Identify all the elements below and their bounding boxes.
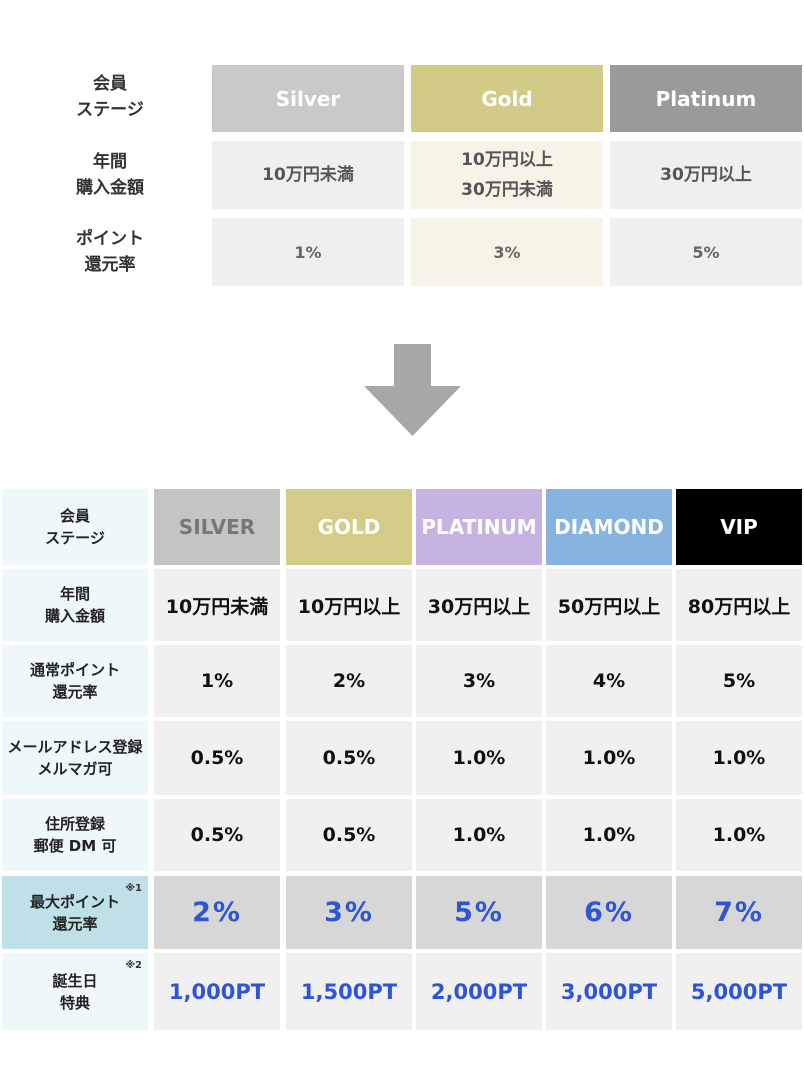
new-normal-rate-silver: 1% [154, 645, 280, 717]
new-email-rate-silver: 0.5% [154, 721, 280, 795]
new-purchase-vip: 80万円以上 [676, 569, 802, 641]
new-normal-rate-diamond: 4% [546, 645, 672, 717]
old-label-annual-purchase: 年間 購入金額 [76, 152, 144, 198]
new-address-rate-platinum: 1.0% [416, 799, 542, 871]
new-purchase-platinum: 30万円以上 [416, 569, 542, 641]
old-purchase-gold: 10万円以上 30万円未満 [411, 141, 603, 209]
new-label-birthday: 誕生日 特典 ※2 [2, 953, 148, 1030]
new-address-rate-gold: 0.5% [286, 799, 412, 871]
new-birthday-diamond: 3,000PT [546, 953, 672, 1030]
down-arrow-icon [364, 344, 461, 436]
new-label-annual-purchase: 年間 購入金額 [2, 569, 148, 641]
old-rate-gold: 3% [411, 218, 603, 286]
new-stage-diamond: DIAMOND [546, 489, 672, 565]
old-stage-gold: Gold [411, 65, 603, 132]
new-purchase-silver: 10万円未満 [154, 569, 280, 641]
new-normal-rate-gold: 2% [286, 645, 412, 717]
new-max-rate-gold: 3% [286, 876, 412, 949]
new-birthday-platinum: 2,000PT [416, 953, 542, 1030]
new-email-rate-vip: 1.0% [676, 721, 802, 795]
new-label-address-rate: 住所登録 郵便 DM 可 [2, 799, 148, 871]
new-max-rate-platinum: 5% [416, 876, 542, 949]
new-address-rate-diamond: 1.0% [546, 799, 672, 871]
new-stage-platinum: PLATINUM [416, 489, 542, 565]
new-address-rate-vip: 1.0% [676, 799, 802, 871]
new-normal-rate-vip: 5% [676, 645, 802, 717]
old-stage-silver: Silver [212, 65, 404, 132]
new-purchase-diamond: 50万円以上 [546, 569, 672, 641]
new-address-rate-silver: 0.5% [154, 799, 280, 871]
new-label-normal-rate: 通常ポイント 還元率 [2, 645, 148, 717]
new-max-rate-silver: 2% [154, 876, 280, 949]
old-label-point-rate: ポイント 還元率 [76, 229, 144, 275]
new-email-rate-platinum: 1.0% [416, 721, 542, 795]
new-max-rate-vip: 7% [676, 876, 802, 949]
old-purchase-platinum: 30万円以上 [610, 141, 802, 209]
new-stage-gold: GOLD [286, 489, 412, 565]
note-1-marker: ※1 [125, 883, 142, 894]
new-label-email-rate: メールアドレス登録 メルマガ可 [2, 721, 148, 795]
new-birthday-silver: 1,000PT [154, 953, 280, 1030]
new-stage-vip: VIP [676, 489, 802, 565]
old-rate-silver: 1% [212, 218, 404, 286]
new-purchase-gold: 10万円以上 [286, 569, 412, 641]
old-purchase-silver: 10万円未満 [212, 141, 404, 209]
new-birthday-vip: 5,000PT [676, 953, 802, 1030]
new-stage-silver: SILVER [154, 489, 280, 565]
old-label-member-stage: 会員 ステージ [76, 74, 144, 120]
old-rate-platinum: 5% [610, 218, 802, 286]
new-label-max-rate: 最大ポイント 還元率 ※1 [2, 876, 148, 949]
new-label-member-stage: 会員 ステージ [2, 489, 148, 565]
note-2-marker: ※2 [125, 960, 142, 971]
new-birthday-gold: 1,500PT [286, 953, 412, 1030]
old-stage-platinum: Platinum [610, 65, 802, 132]
new-email-rate-gold: 0.5% [286, 721, 412, 795]
new-normal-rate-platinum: 3% [416, 645, 542, 717]
new-max-rate-diamond: 6% [546, 876, 672, 949]
new-email-rate-diamond: 1.0% [546, 721, 672, 795]
